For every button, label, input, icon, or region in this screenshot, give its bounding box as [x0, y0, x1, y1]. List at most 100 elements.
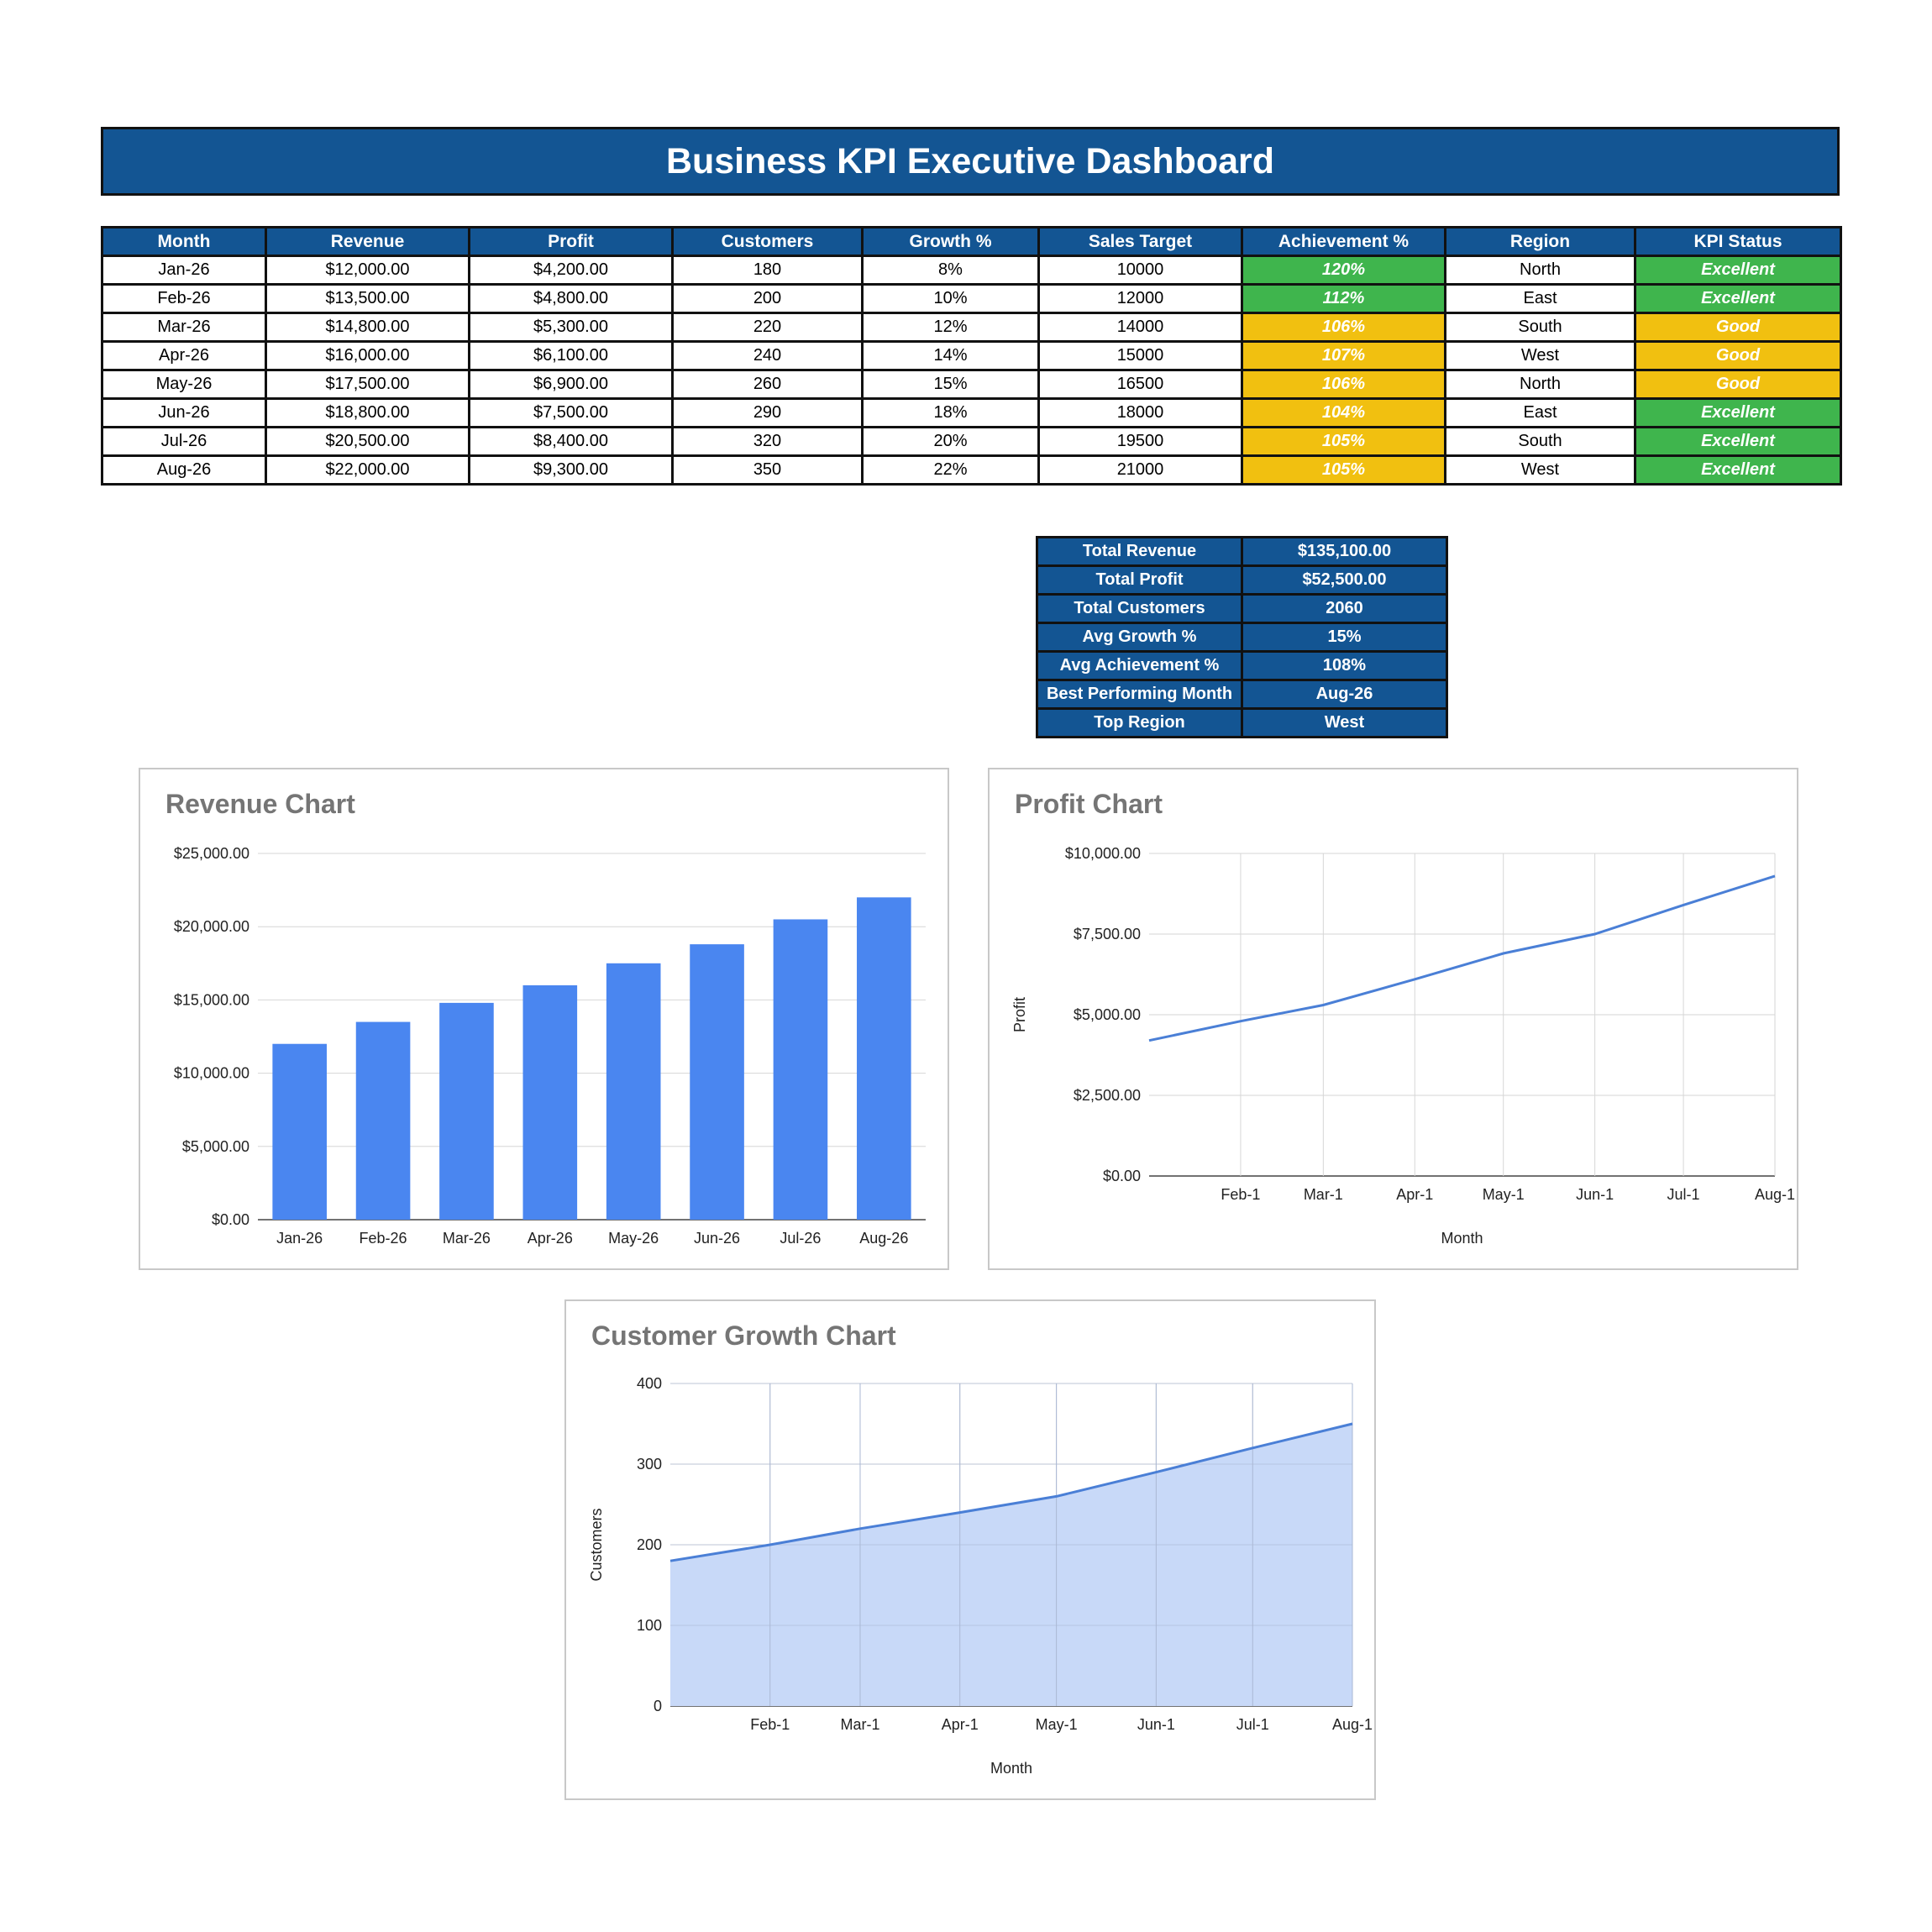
profit-cell: $8,400.00: [468, 426, 674, 457]
column-header-growth: Growth %: [861, 226, 1040, 257]
x-tick-label: Aug-1: [1755, 1186, 1795, 1203]
x-tick-label: May-1: [1483, 1186, 1525, 1203]
customers-cell: 180: [671, 255, 864, 286]
x-tick-label: Apr-1: [942, 1716, 979, 1733]
summary-label: Top Region: [1036, 707, 1243, 738]
y-tick-label: $5,000.00: [182, 1138, 249, 1155]
customers-cell: 350: [671, 454, 864, 486]
revenue-bar: [439, 1002, 494, 1220]
achievement-cell: 112%: [1241, 283, 1446, 314]
column-header-revenue: Revenue: [265, 226, 470, 257]
y-tick-label: 0: [654, 1698, 662, 1714]
revenue-bar: [355, 1021, 411, 1220]
summary-table-body: Total Revenue $135,100.00 Total Profit $52,…: [1036, 536, 1448, 738]
revenue-cell: $18,800.00: [265, 397, 470, 428]
month-cell: Jan-26: [101, 255, 267, 286]
x-axis-title: Month: [990, 1760, 1032, 1777]
sales-target-cell: 10000: [1037, 255, 1243, 286]
table-row: Feb-26 $13,500.00 $4,800.00 200 10% 12000 112%…: [101, 283, 1842, 314]
x-tick-label: Jun-1: [1137, 1716, 1175, 1733]
y-tick-label: 400: [637, 1375, 662, 1392]
x-tick-label: Feb-1: [750, 1716, 790, 1733]
sales-target-cell: 18000: [1037, 397, 1243, 428]
region-cell: South: [1444, 312, 1636, 343]
achievement-cell: 107%: [1241, 340, 1446, 371]
summary-table: Total Revenue $135,100.00 Total Profit $52,…: [1036, 536, 1448, 738]
region-cell: West: [1444, 454, 1636, 486]
achievement-cell: 106%: [1241, 369, 1446, 400]
region-cell: North: [1444, 255, 1636, 286]
y-tick-label: 100: [637, 1617, 662, 1634]
x-tick-label: Jan-26: [276, 1230, 323, 1247]
revenue-bar: [773, 919, 828, 1220]
summary-label: Total Revenue: [1036, 536, 1243, 567]
revenue-cell: $22,000.00: [265, 454, 470, 486]
x-tick-label: Apr-26: [528, 1230, 573, 1247]
column-header-month: Month: [101, 226, 267, 257]
profit-cell: $4,200.00: [468, 255, 674, 286]
kpi-table: Month Revenue Profit Customers Growth % …: [101, 226, 1842, 486]
kpi-table-header-row: Month Revenue Profit Customers Growth % …: [101, 226, 1842, 257]
profit-chart: Profit Chart $0.00 $2,500.00 $5,000.00 $7,5…: [988, 768, 1798, 1270]
growth-cell: 15%: [861, 369, 1040, 400]
customers-cell: 240: [671, 340, 864, 371]
y-tick-label: $20,000.00: [174, 918, 249, 935]
y-tick-label: $2,500.00: [1074, 1087, 1141, 1104]
column-header-profit: Profit: [468, 226, 674, 257]
achievement-cell: 120%: [1241, 255, 1446, 286]
sales-target-cell: 16500: [1037, 369, 1243, 400]
customers-cell: 290: [671, 397, 864, 428]
revenue-bar: [857, 897, 911, 1220]
month-cell: Feb-26: [101, 283, 267, 314]
achievement-cell: 105%: [1241, 426, 1446, 457]
summary-row: Avg Growth % 15%: [1036, 622, 1448, 653]
summary-value: 15%: [1241, 622, 1448, 653]
customer-growth-chart: Customer Growth Chart 0 100 200 300 400 Feb-1…: [564, 1299, 1376, 1800]
region-cell: East: [1444, 283, 1636, 314]
profit-cell: $9,300.00: [468, 454, 674, 486]
x-tick-label: Aug-26: [859, 1230, 908, 1247]
customers-cell: 320: [671, 426, 864, 457]
profit-cell: $6,900.00: [468, 369, 674, 400]
summary-value: Aug-26: [1241, 679, 1448, 710]
achievement-cell: 106%: [1241, 312, 1446, 343]
x-tick-label: Jun-26: [694, 1230, 740, 1247]
revenue-bar: [522, 984, 578, 1220]
y-tick-label: $7,500.00: [1074, 926, 1141, 942]
kpi-status-cell: Good: [1634, 369, 1842, 400]
summary-label: Best Performing Month: [1036, 679, 1243, 710]
customer-growth-chart-title: Customer Growth Chart: [591, 1320, 896, 1351]
x-tick-label: Jul-26: [780, 1230, 821, 1247]
kpi-status-cell: Good: [1634, 340, 1842, 371]
profit-cell: $7,500.00: [468, 397, 674, 428]
customers-cell: 260: [671, 369, 864, 400]
y-tick-label: $10,000.00: [174, 1065, 249, 1082]
summary-row: Total Customers 2060: [1036, 593, 1448, 624]
customer-growth-chart-svg: Customer Growth Chart 0 100 200 300 400 Feb-1…: [588, 1320, 1373, 1777]
growth-cell: 8%: [861, 255, 1040, 286]
customers-cell: 220: [671, 312, 864, 343]
x-tick-label: Mar-1: [1304, 1186, 1343, 1203]
revenue-bar: [690, 944, 744, 1220]
x-tick-label: Aug-1: [1332, 1716, 1373, 1733]
summary-value: $52,500.00: [1241, 564, 1448, 596]
table-row: Jan-26 $12,000.00 $4,200.00 180 8% 10000 120% N…: [101, 255, 1842, 286]
y-axis-title: Profit: [1011, 997, 1028, 1032]
month-cell: Jul-26: [101, 426, 267, 457]
region-cell: West: [1444, 340, 1636, 371]
growth-cell: 14%: [861, 340, 1040, 371]
region-cell: East: [1444, 397, 1636, 428]
y-axis-title: Customers: [588, 1508, 605, 1581]
summary-row: Total Revenue $135,100.00: [1036, 536, 1448, 567]
revenue-bar: [606, 963, 661, 1220]
summary-value: 2060: [1241, 593, 1448, 624]
summary-label: Total Customers: [1036, 593, 1243, 624]
customer-area-fill: [670, 1424, 1352, 1706]
summary-value: West: [1241, 707, 1448, 738]
month-cell: Mar-26: [101, 312, 267, 343]
sales-target-cell: 15000: [1037, 340, 1243, 371]
x-tick-label: Mar-26: [443, 1230, 491, 1247]
month-cell: Aug-26: [101, 454, 267, 486]
x-tick-label: Jul-1: [1667, 1186, 1700, 1203]
